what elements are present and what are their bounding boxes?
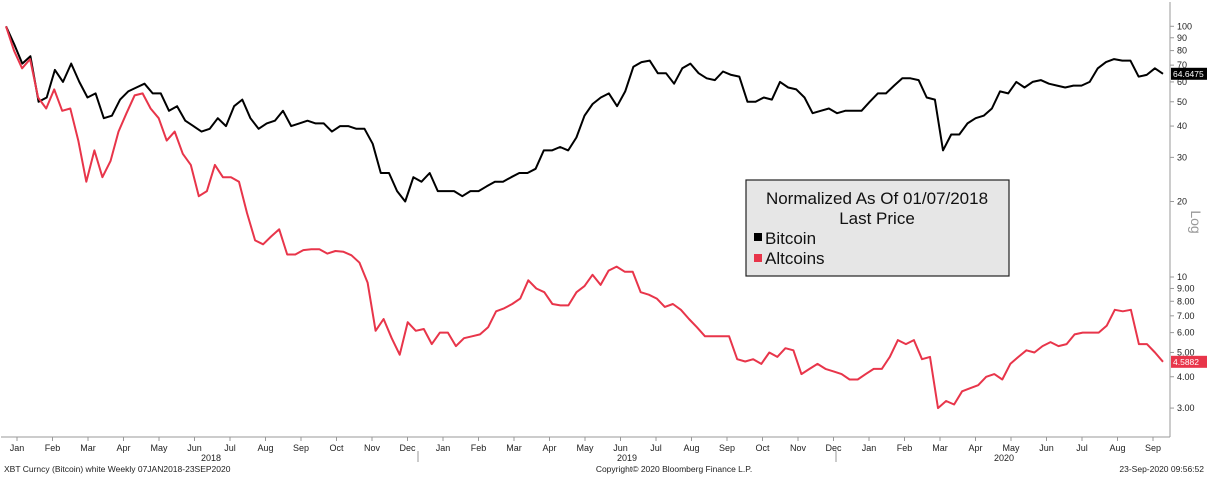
legend-entry-bitcoin: Bitcoin [765, 229, 816, 248]
x-tick-label: Apr [968, 443, 982, 453]
legend-title: Normalized As Of 01/07/2018 [766, 189, 988, 208]
x-tick-label: Nov [790, 443, 807, 453]
x-tick-label: Feb [897, 443, 913, 453]
y-tick-label: 80 [1177, 46, 1187, 56]
x-tick-label: Jun [1039, 443, 1054, 453]
series-line-altcoins [5, 25, 1164, 410]
y-tick-label: 3.00 [1177, 403, 1195, 413]
x-tick-label: May [576, 443, 594, 453]
x-tick-label: Aug [1109, 443, 1125, 453]
x-tick-label: Nov [364, 443, 381, 453]
y-tick-label: 100 [1177, 21, 1192, 31]
x-tick-label: Jan [862, 443, 877, 453]
x-tick-label: Jan [436, 443, 451, 453]
footer-right: 23-Sep-2020 09:56:52 [1119, 464, 1204, 474]
x-tick-label: Apr [542, 443, 556, 453]
x-tick-label: May [150, 443, 168, 453]
x-tick-label: Mar [506, 443, 522, 453]
x-tick-label: Jul [650, 443, 662, 453]
y-axis-ticks: 100 90 80 70 60 50 40 30 20 109.00 8.00 7.00 6.00 5.0… [1170, 21, 1195, 413]
last-value-badge-altcoins [1171, 355, 1207, 368]
x-tick-label: Mar [932, 443, 948, 453]
footer: XBT Curncy (Bitcoin) white Weekly 07JAN2… [4, 464, 1204, 474]
year-label: 2019 [617, 453, 637, 463]
legend: Normalized As Of 01/07/2018 Last Price B… [745, 179, 1010, 277]
last-value-text-bitcoin: 64.6475 [1173, 69, 1204, 79]
legend-box [745, 179, 1010, 277]
last-value-badges: 64.6475 4.5882 [1171, 67, 1207, 368]
x-tick-label: Aug [257, 443, 273, 453]
series-line-bitcoin [5, 25, 1164, 203]
x-tick-label: Sep [719, 443, 735, 453]
legend-entry-altcoins: Altcoins [765, 249, 825, 268]
y-tick-label: 70 [1177, 60, 1187, 70]
x-tick-label: Oct [329, 443, 344, 453]
footer-left: XBT Curncy (Bitcoin) white Weekly 07JAN2… [4, 464, 231, 474]
x-tick-label: Feb [471, 443, 487, 453]
y-tick-label: 20 [1177, 197, 1187, 207]
x-tick-label: Jul [1076, 443, 1088, 453]
last-value-text-altcoins: 4.5882 [1173, 357, 1199, 367]
legend-subtitle: Last Price [839, 209, 915, 228]
y-tick-label: 8.00 [1177, 296, 1195, 306]
x-tick-label: Dec [825, 443, 842, 453]
x-tick-label: Jun [613, 443, 628, 453]
series-lines [5, 25, 1164, 410]
y-tick-label: 40 [1177, 121, 1187, 131]
x-tick-label: Jan [10, 443, 25, 453]
y-tick-label: 60 [1177, 77, 1187, 87]
y-tick-label: 5.00 [1177, 347, 1195, 357]
y-tick-label: 9.00 [1177, 283, 1195, 293]
year-label: 2020 [994, 453, 1014, 463]
y-tick-label: 6.00 [1177, 328, 1195, 338]
year-label: 2018 [201, 453, 221, 463]
y-axis-scale-label: Log [1188, 210, 1204, 233]
x-tick-label: Dec [399, 443, 416, 453]
x-tick-label: Mar [80, 443, 96, 453]
last-value-badge-bitcoin [1171, 67, 1207, 80]
footer-center: Copyright© 2020 Bloomberg Finance L.P. [596, 464, 752, 474]
legend-swatch-altcoins [754, 254, 762, 262]
x-tick-label: Sep [293, 443, 309, 453]
x-tick-label: Sep [1145, 443, 1161, 453]
x-tick-label: May [1002, 443, 1020, 453]
y-tick-label: 50 [1177, 97, 1187, 107]
x-tick-label: Feb [45, 443, 61, 453]
y-tick-label: 30 [1177, 152, 1187, 162]
legend-swatch-bitcoin [754, 233, 762, 241]
y-tick-label: 4.00 [1177, 372, 1195, 382]
x-axis-ticks: Jan Feb Mar Apr May Jun Jul Aug Sep Oct Nov Dec Jan F… [10, 437, 1161, 463]
y-tick-label: 90 [1177, 33, 1187, 43]
x-tick-label: Oct [755, 443, 770, 453]
y-tick-label: 10 [1177, 272, 1187, 282]
x-tick-label: Jul [224, 443, 236, 453]
x-tick-label: Aug [683, 443, 699, 453]
y-tick-label: 7.00 [1177, 311, 1195, 321]
x-tick-label: Apr [116, 443, 130, 453]
x-tick-label: Jun [187, 443, 202, 453]
